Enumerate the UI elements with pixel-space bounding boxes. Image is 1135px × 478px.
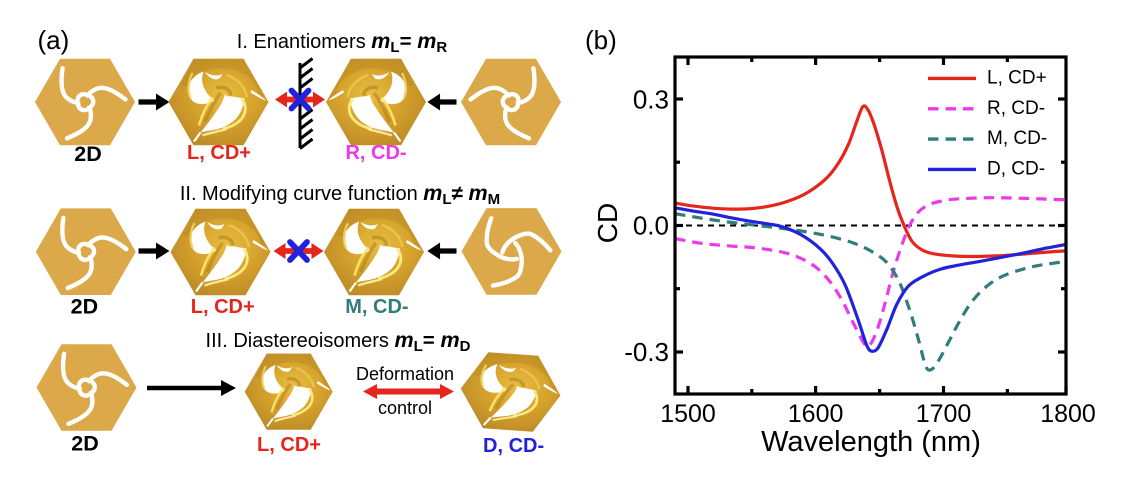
svg-text:1600: 1600 [788,400,844,428]
svg-text:2D: 2D [74,142,101,166]
svg-text:II. Modifying curve function: II. Modifying curve function mL≠ mM [180,181,500,208]
svg-text:M, CD-: M, CD- [987,128,1047,149]
svg-text:CD: CD [592,203,623,243]
svg-text:2D: 2D [71,432,98,456]
svg-text:(b): (b) [585,25,617,55]
svg-text:R, CD-: R, CD- [987,98,1045,119]
svg-text:L, CD+: L, CD+ [257,434,321,456]
svg-text:L, CD+: L, CD+ [187,142,251,164]
svg-text:(a): (a) [38,25,70,55]
svg-text:control: control [378,398,432,418]
svg-text:L, CD+: L, CD+ [987,68,1047,89]
svg-text:-0.3: -0.3 [624,337,669,367]
svg-text:1500: 1500 [660,400,716,428]
svg-text:0.3: 0.3 [633,85,669,115]
svg-text:L, CD+: L, CD+ [191,296,255,318]
svg-text:I. Enantiomers mL= mR: I. Enantiomers mL= mR [237,29,448,56]
svg-text:Deformation: Deformation [356,364,454,384]
svg-text:2D: 2D [71,295,98,319]
svg-text:R, CD-: R, CD- [345,142,406,164]
svg-text:1800: 1800 [1040,400,1096,428]
svg-text:Wavelength (nm): Wavelength (nm) [761,426,981,458]
svg-text:III. Diastereoisomers mL= mD: III. Diastereoisomers mL= mD [206,328,471,355]
svg-text:D, CD-: D, CD- [483,435,544,457]
svg-text:D, CD-: D, CD- [987,158,1045,179]
svg-text:0.0: 0.0 [633,211,669,241]
svg-text:M, CD-: M, CD- [345,296,408,318]
svg-text:1700: 1700 [916,400,972,428]
